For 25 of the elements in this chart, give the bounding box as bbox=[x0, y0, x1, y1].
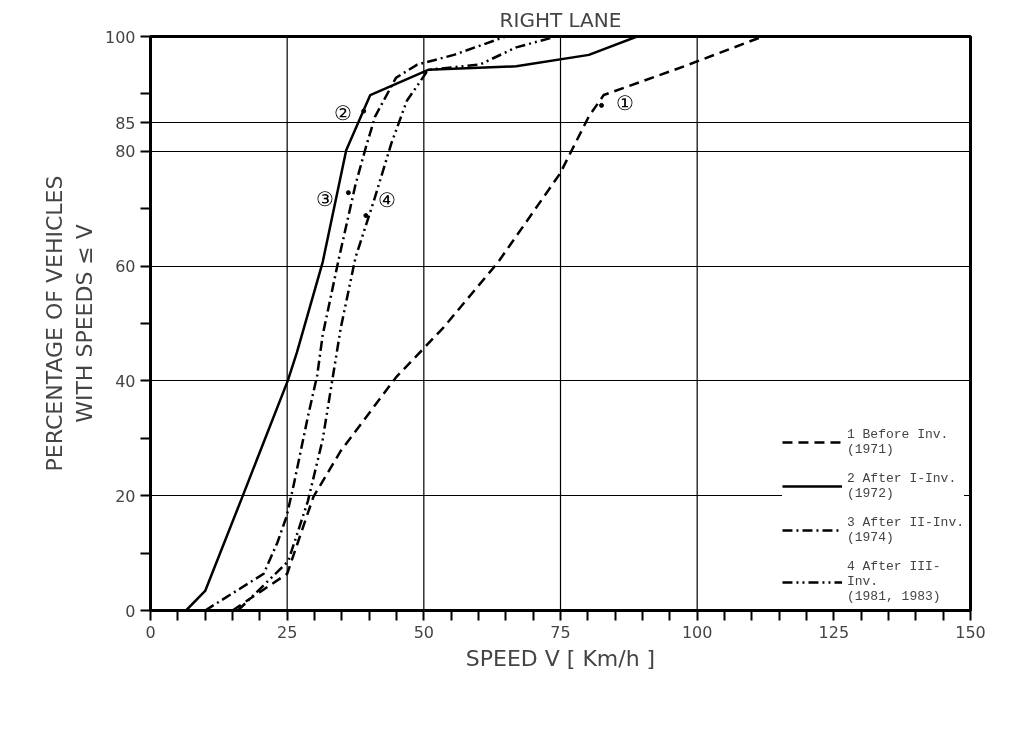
legend-label: 1 Before Inv. (1971) bbox=[846, 427, 949, 457]
x-tick-label: 100 bbox=[681, 622, 713, 642]
y-tick-label: 0 bbox=[125, 601, 136, 621]
x-tick-label: 50 bbox=[413, 622, 435, 642]
x-tick-label: 150 bbox=[955, 622, 986, 642]
y-tick-label: 80 bbox=[115, 142, 136, 162]
chart-title: RIGHT LANE bbox=[499, 7, 622, 32]
y-tick-label: 60 bbox=[115, 257, 136, 277]
y-axis-title: PERCENTAGE OF VEHICLES WITH SPEEDS ≤ V bbox=[41, 175, 97, 472]
legend-label: 4 After III- Inv. (1981, 1983) bbox=[846, 559, 941, 604]
x-tick-label: 25 bbox=[276, 622, 298, 642]
annotation: ④ bbox=[377, 188, 396, 211]
x-axis-title: SPEED V [ Km/h ] bbox=[465, 645, 656, 671]
y-tick-label: 85 bbox=[115, 113, 136, 133]
legend-label: 2 After I-Inv. (1972) bbox=[846, 471, 957, 501]
x-tick-label: 125 bbox=[818, 622, 850, 642]
legend-label: 3 After II-Inv. (1974) bbox=[846, 515, 964, 545]
annotation: ② bbox=[333, 102, 352, 125]
y-tick-label: 100 bbox=[104, 27, 136, 47]
y-tick-label: 40 bbox=[115, 371, 136, 391]
y-tick-label: 20 bbox=[115, 486, 136, 506]
annotation: ① bbox=[615, 92, 634, 115]
x-tick-label: 75 bbox=[550, 622, 571, 642]
annotation: ③ bbox=[316, 187, 335, 210]
x-tick-label: 0 bbox=[145, 622, 156, 642]
